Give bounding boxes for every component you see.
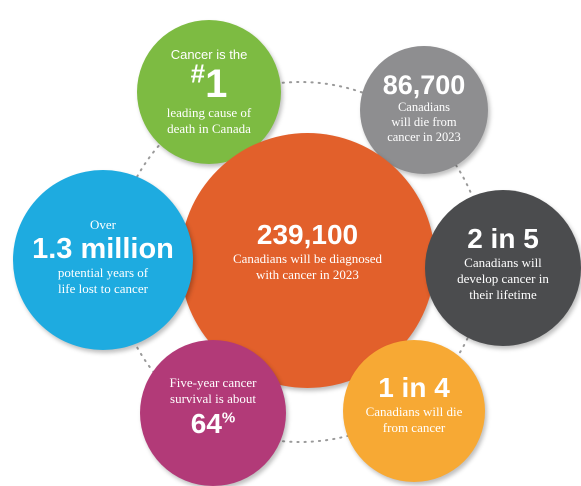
stat-circle-survival: Five-year cancer survival is about 64% [140, 340, 286, 486]
stat-circle-leading-cause: Cancer is the #1 leading cause of death … [137, 20, 281, 164]
stat-number: 1 in 4 [378, 372, 450, 403]
stat-line-2: develop cancer in [457, 271, 549, 286]
stat-line-1: Canadians will die [365, 404, 463, 419]
stat-line-3: cancer in 2023 [387, 129, 461, 144]
stat-line-1: potential years of [57, 265, 149, 280]
stat-number: 239,100 [256, 218, 359, 250]
stat-number: 2 in 5 [467, 223, 539, 254]
hash-symbol: # [190, 58, 206, 89]
stat-line-2: life lost to cancer [58, 281, 148, 296]
stat-line-2: survival is about [170, 391, 256, 406]
stat-circle-lifetime-risk: 2 in 5 Canadians will develop cancer in … [425, 190, 581, 346]
stat-line-3: their lifetime [469, 287, 537, 302]
stat-line-1: Canadians will be diagnosed [232, 250, 383, 266]
stat-line-1: Canadians will [464, 255, 542, 270]
stat-number: 86,700 [382, 69, 466, 100]
stat-line-2: will die from [391, 114, 457, 129]
stat-pre-text: Over [90, 217, 116, 232]
stat-pre-text: Cancer is the [170, 47, 248, 62]
rank-value: 1 [205, 62, 228, 106]
percent-symbol: % [221, 409, 236, 427]
stat-circle-mortality: 1 in 4 Canadians will die from cancer [343, 340, 485, 482]
stat-number: 1.3 million [32, 233, 174, 265]
stat-line-1: leading cause of [166, 105, 252, 120]
stat-circle-deaths: 86,700 Canadians will die from cancer in… [360, 46, 488, 174]
stat-number: #1 [191, 61, 228, 106]
stat-circle-years-lost: Over 1.3 million potential years of life… [13, 170, 193, 350]
stat-line-2: from cancer [382, 420, 446, 435]
stat-line-2: with cancer in 2023 [256, 266, 359, 282]
stat-line-1: Canadians [397, 99, 451, 114]
stat-line-2: death in Canada [167, 121, 251, 136]
stat-number: 64% [191, 407, 236, 441]
stat-line-1: Five-year cancer [169, 375, 257, 390]
survival-value: 64 [190, 408, 222, 439]
